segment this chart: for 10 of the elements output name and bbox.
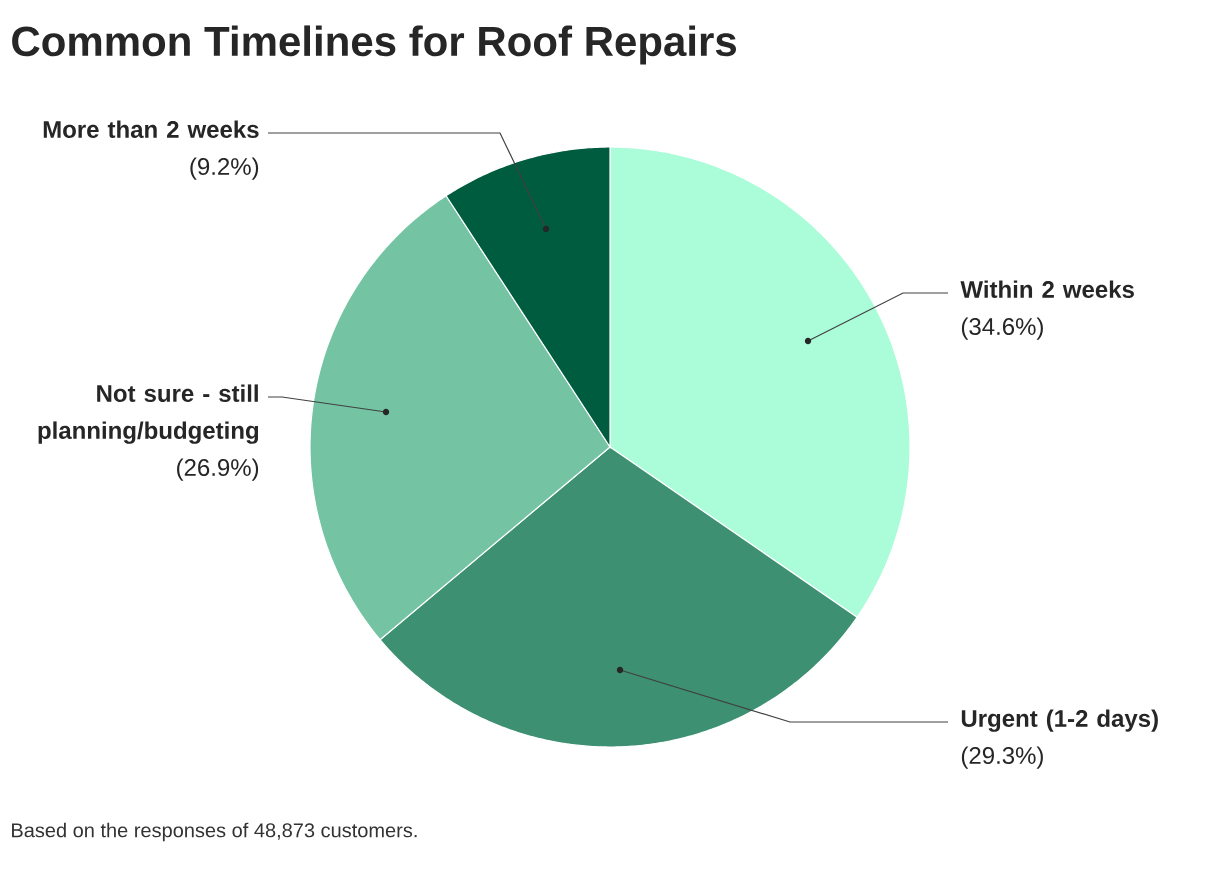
text: Based on the responses of 48,873 customers. <box>12 822 417 842</box>
slice-label: More than 2 weeks <box>43 120 259 139</box>
data-label: (9.2%) <box>190 157 259 180</box>
slice-label: Within 2 weeks <box>960 280 1134 299</box>
slice-label: Urgent (1-2 days) <box>961 709 1158 732</box>
data-label: (26.9%) <box>177 458 259 481</box>
data-label: (34.6%) <box>961 317 1043 340</box>
slice-label: Not sure - still planning/budgeting <box>38 384 259 444</box>
chart-title: Common Timelines for Roof Repairs <box>12 25 736 65</box>
data-label: (29.3%) <box>961 746 1043 769</box>
